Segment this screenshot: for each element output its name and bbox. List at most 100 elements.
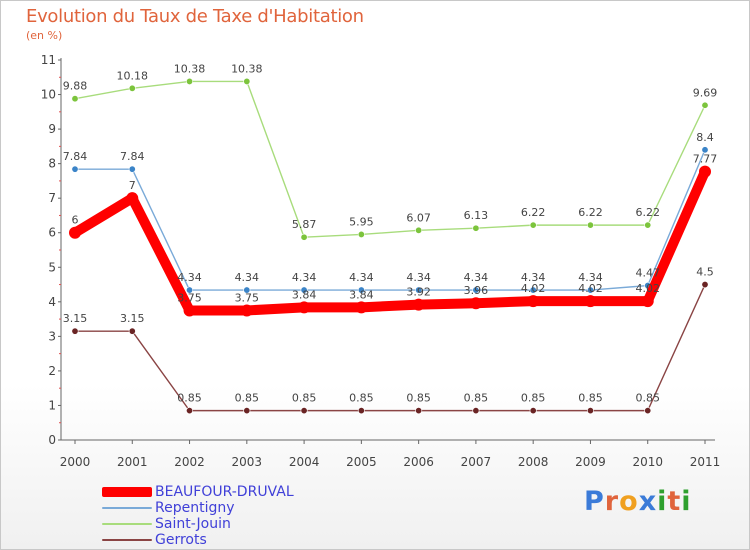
x-tick-label: 2011 bbox=[690, 455, 721, 469]
y-tick-label: 5 bbox=[48, 260, 56, 274]
data-label: 0.85 bbox=[349, 392, 374, 405]
data-label: 9.88 bbox=[63, 80, 88, 93]
legend-label-beaufour-druval: BEAUFOUR-DRUVAL bbox=[155, 484, 294, 500]
data-label: 4.5 bbox=[696, 266, 714, 279]
data-label: 3.75 bbox=[235, 291, 260, 304]
data-point bbox=[529, 221, 537, 229]
data-label: 7.77 bbox=[693, 153, 718, 166]
data-label: 7.84 bbox=[120, 150, 145, 163]
x-tick-label: 2006 bbox=[403, 455, 434, 469]
data-label: 0.85 bbox=[578, 392, 603, 405]
data-point bbox=[472, 286, 480, 294]
data-label: 4.02 bbox=[635, 282, 660, 295]
y-tick-label: 4 bbox=[48, 295, 56, 309]
series-line-saint-jouin bbox=[74, 80, 706, 238]
data-label: 0.85 bbox=[521, 392, 546, 405]
data-label: 5.87 bbox=[292, 218, 317, 231]
data-point bbox=[415, 286, 423, 294]
series-line-gerrots bbox=[74, 283, 706, 412]
data-point bbox=[469, 297, 482, 310]
y-tick-label: 8 bbox=[48, 157, 56, 171]
logo-letter: o bbox=[619, 486, 639, 517]
x-tick-label: 2008 bbox=[518, 455, 549, 469]
data-label: 7 bbox=[129, 179, 136, 192]
data-label: 4.34 bbox=[406, 271, 431, 284]
data-label: 6.22 bbox=[578, 206, 603, 219]
x-tick-label: 2000 bbox=[60, 455, 91, 469]
y-tick-label: 2 bbox=[48, 364, 56, 378]
data-label: 9.69 bbox=[693, 86, 718, 99]
data-point bbox=[529, 286, 537, 294]
data-label: 0.85 bbox=[464, 392, 489, 405]
data-point bbox=[300, 407, 308, 415]
y-tick-label: 11 bbox=[41, 53, 56, 67]
y-tick-label: 1 bbox=[48, 398, 56, 412]
data-point bbox=[415, 226, 423, 234]
data-point bbox=[300, 286, 308, 294]
data-point bbox=[357, 286, 365, 294]
legend: BEAUFOUR-DRUVAL Repentigny Saint-Jouin G… bbox=[102, 484, 294, 548]
legend-item-gerrots: Gerrots bbox=[102, 532, 294, 548]
data-label: 3.75 bbox=[177, 291, 202, 304]
data-labels: 9.88 10.18 10.38 10.38 5.87 5.95 6.07 6.13 6.22 6… bbox=[63, 62, 718, 404]
proxiti-logo: Proxiti bbox=[584, 486, 692, 517]
legend-label-gerrots: Gerrots bbox=[155, 532, 207, 548]
data-point bbox=[357, 230, 365, 238]
logo-letter: x bbox=[638, 486, 658, 517]
data-label: 3.84 bbox=[292, 288, 317, 301]
data-label: 6 bbox=[72, 214, 79, 227]
data-point bbox=[586, 286, 594, 294]
y-tick-label: 10 bbox=[41, 88, 56, 102]
y-tick-label: 9 bbox=[48, 122, 56, 136]
legend-label-saint-jouin: Saint-Jouin bbox=[155, 516, 231, 532]
data-label: 4.34 bbox=[521, 271, 546, 284]
x-tick-label: 2009 bbox=[575, 455, 606, 469]
logo-letter: t bbox=[667, 486, 682, 517]
series-line-repentigny bbox=[74, 149, 706, 291]
data-label: 4.34 bbox=[292, 271, 317, 284]
data-label: 4.02 bbox=[578, 282, 603, 295]
data-label: 4.47 bbox=[635, 267, 660, 280]
y-tick-label: 6 bbox=[48, 226, 56, 240]
data-point bbox=[300, 233, 308, 241]
data-label: 10.38 bbox=[231, 62, 263, 75]
data-label: 3.15 bbox=[63, 312, 88, 325]
data-point bbox=[186, 407, 194, 415]
x-tick-label: 2003 bbox=[232, 455, 263, 469]
data-label: 0.85 bbox=[406, 392, 431, 405]
chart-subtitle: (en %) bbox=[26, 29, 63, 42]
data-point bbox=[644, 407, 652, 415]
data-label: 6.07 bbox=[406, 211, 431, 224]
x-tick-label: 2002 bbox=[174, 455, 205, 469]
x-tick-label: 2001 bbox=[117, 455, 148, 469]
logo-letter: i bbox=[681, 486, 692, 517]
legend-label-repentigny: Repentigny bbox=[155, 500, 235, 516]
series-lines bbox=[69, 77, 711, 415]
legend-item-saint-jouin: Saint-Jouin bbox=[102, 516, 294, 532]
data-label: 6.13 bbox=[464, 209, 489, 222]
x-tick-label: 2010 bbox=[632, 455, 663, 469]
legend-item-beaufour-druval: BEAUFOUR-DRUVAL bbox=[102, 484, 294, 500]
data-point bbox=[644, 221, 652, 229]
data-point bbox=[243, 286, 251, 294]
data-point bbox=[69, 226, 81, 239]
legend-swatch-beaufour-druval bbox=[102, 487, 152, 497]
data-point bbox=[71, 95, 79, 103]
y-tick-label: 0 bbox=[48, 433, 56, 447]
data-label: 6.22 bbox=[635, 206, 660, 219]
data-point bbox=[240, 304, 253, 317]
data-point bbox=[701, 101, 709, 109]
axes: 0 1 2 3 4 5 6 7 8 9 10 11 2000 2001 2002 2003 2004 2005 20… bbox=[41, 53, 721, 469]
data-label: 3.96 bbox=[464, 284, 489, 297]
data-point bbox=[472, 407, 480, 415]
data-point bbox=[126, 192, 139, 205]
data-point bbox=[527, 295, 540, 308]
data-label: 10.18 bbox=[117, 69, 149, 82]
x-tick-label: 2005 bbox=[346, 455, 377, 469]
data-label: 4.34 bbox=[464, 271, 489, 284]
data-label: 0.85 bbox=[235, 392, 260, 405]
data-point bbox=[701, 281, 709, 289]
data-point bbox=[243, 407, 251, 415]
data-label: 8.4 bbox=[696, 131, 714, 144]
